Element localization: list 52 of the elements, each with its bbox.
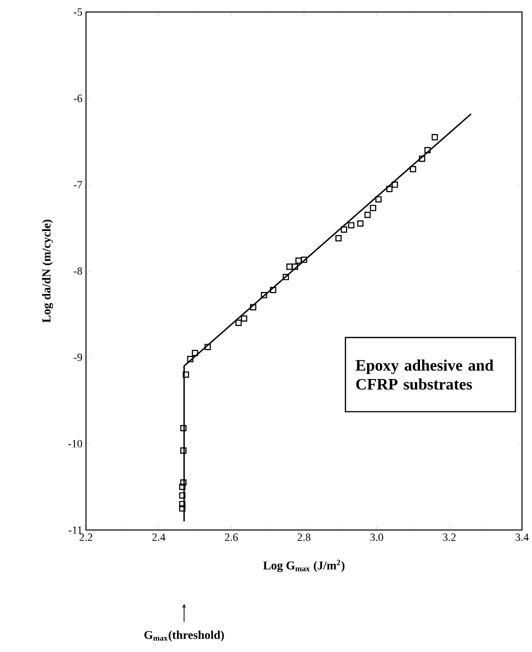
point	[295, 257, 302, 264]
y-tick-label: -10	[68, 440, 82, 448]
point	[250, 304, 256, 310]
point	[357, 220, 364, 227]
point	[418, 156, 426, 162]
point	[182, 371, 190, 378]
x-axis-title: Log G$_{max}$ (J/m$^{2}$)	[263, 560, 344, 572]
point	[335, 235, 342, 242]
point	[340, 226, 348, 233]
point	[240, 315, 248, 322]
y-tick-label: -5	[74, 8, 82, 16]
point	[286, 264, 293, 270]
x-tick-label: 3.2	[443, 534, 456, 541]
point	[282, 274, 289, 280]
text: G$_{max}$(threshold)	[144, 630, 224, 642]
point	[180, 424, 187, 432]
x-tick-label: 3.0	[370, 534, 384, 541]
point	[179, 484, 186, 490]
y-tick-label: -11	[68, 526, 82, 534]
point	[187, 356, 194, 362]
point	[260, 292, 268, 298]
point	[348, 222, 354, 228]
point	[235, 320, 242, 326]
x-tick-label: 2.6	[224, 534, 238, 541]
x-tick-label: 2.8	[298, 534, 310, 541]
point	[386, 186, 393, 192]
point	[392, 182, 398, 188]
point	[300, 256, 308, 263]
point	[292, 264, 298, 270]
y-tick-label: -9	[74, 354, 82, 362]
x-tick-label: 2.2	[80, 534, 92, 541]
point	[192, 350, 198, 356]
point	[364, 212, 371, 218]
y-tick-label: -7	[74, 181, 82, 188]
x-tick-label: 3.4	[516, 534, 529, 541]
point	[370, 204, 376, 212]
point	[424, 146, 431, 154]
point	[179, 505, 186, 512]
point	[375, 196, 382, 202]
point	[204, 344, 211, 350]
point	[180, 447, 187, 454]
point	[410, 166, 416, 172]
y-tick-label: -8	[74, 267, 82, 275]
point	[179, 492, 186, 499]
y-axis-title: Log da/dN (m/cycle)	[42, 220, 54, 323]
point	[180, 479, 187, 486]
point	[179, 500, 186, 508]
y-tick-label: -6	[74, 94, 82, 102]
annotation: Epoxy adhesive and CFRP substrates	[356, 360, 494, 390]
point	[270, 286, 276, 294]
x-tick-label: 2.4	[152, 534, 166, 541]
point	[432, 134, 438, 140]
